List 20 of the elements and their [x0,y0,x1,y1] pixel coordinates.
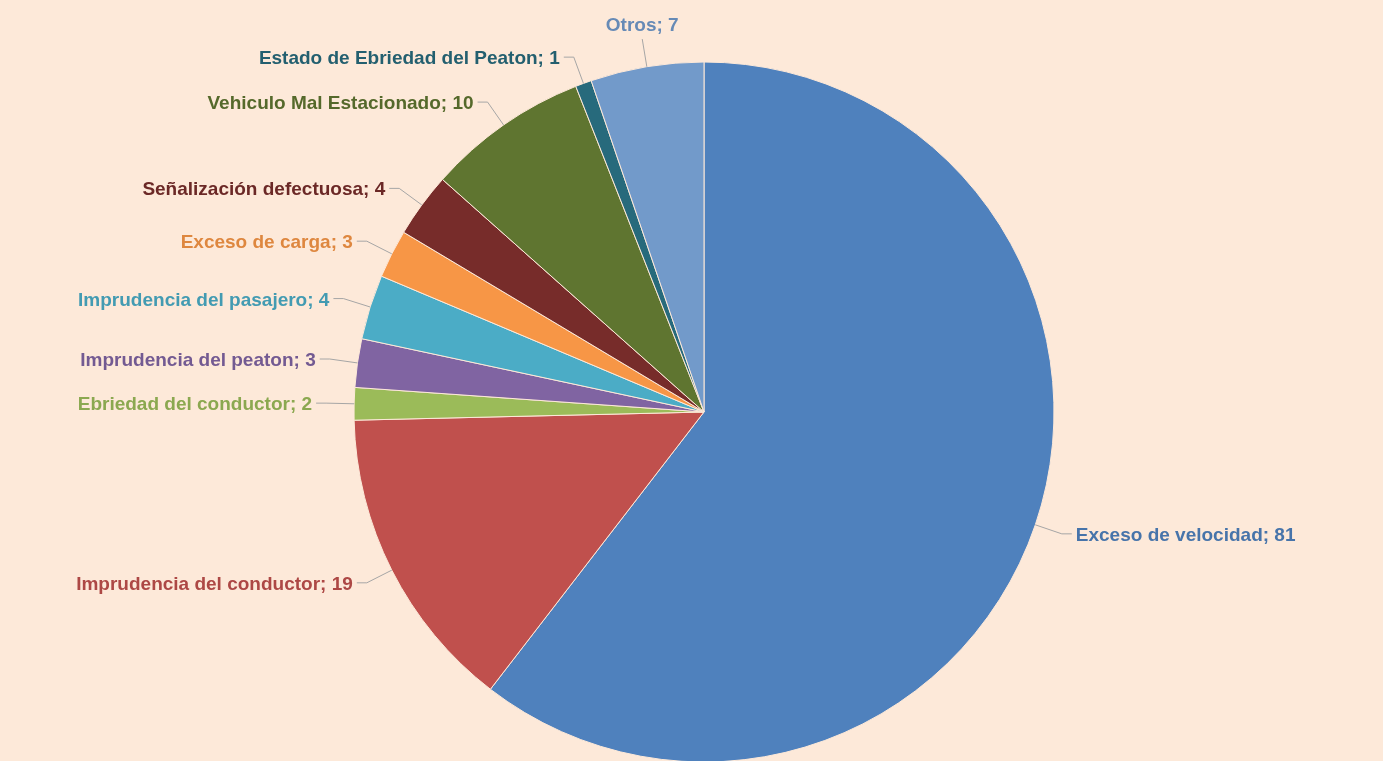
slice-label: Exceso de carga [180,231,332,253]
slice-label: Otros [605,14,657,36]
data-label: ; 1 [537,47,561,69]
data-label: ; 81 [1262,523,1296,545]
slice-label: Estado de Ebriedad del Peaton [258,47,538,69]
slice-label: Vehiculo Mal Estacionado [207,92,441,114]
data-label: ; 3 [330,231,353,253]
data-label: ; 7 [656,14,679,36]
slice-label: Exceso de velocidad [1075,523,1263,545]
data-label: ; 4 [363,178,386,200]
slice-label: Imprudencia del peaton [80,349,294,370]
slice-label: Señalización defectuosa [142,178,364,200]
slice-label: Imprudencia del conductor [76,572,321,594]
slice-label: Imprudencia del pasajero [78,288,308,310]
data-label: ; 19 [320,572,353,594]
data-label: ; 3 [293,349,316,370]
data-label: ; 10 [440,92,474,114]
slice-label: Ebriedad del conductor [77,393,291,415]
data-label: ; 2 [289,393,313,415]
data-label: ; 4 [307,288,330,310]
